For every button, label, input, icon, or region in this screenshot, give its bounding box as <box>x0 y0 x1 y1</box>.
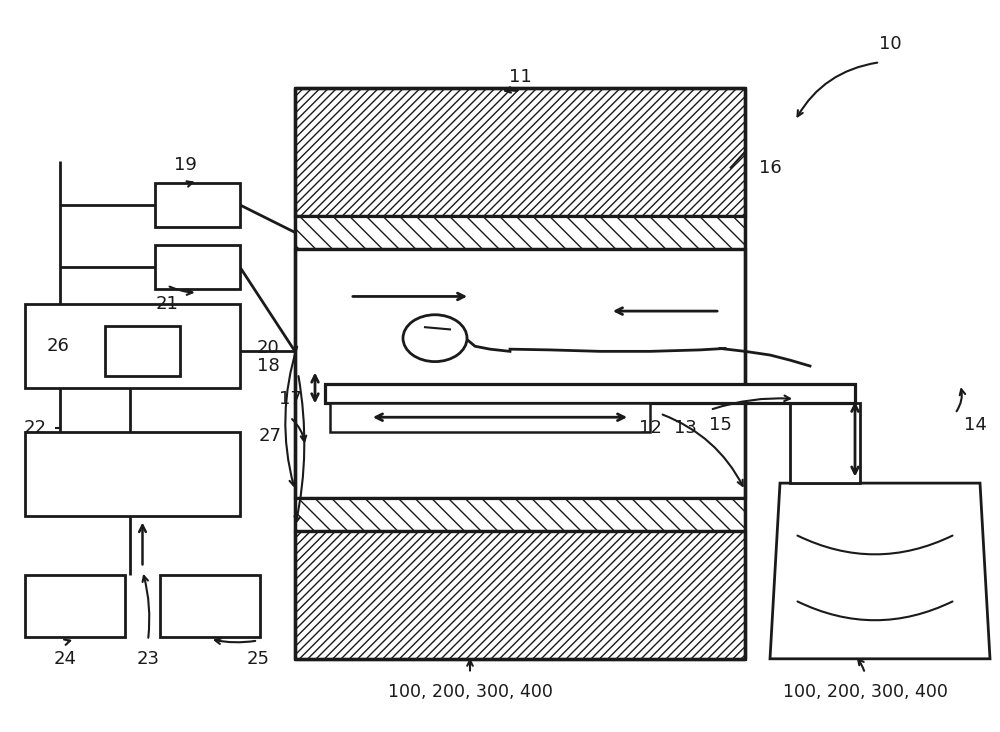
Text: 18: 18 <box>257 357 279 375</box>
Bar <box>330 403 650 432</box>
Bar <box>155 183 240 227</box>
Text: 13: 13 <box>674 419 696 437</box>
Text: 25: 25 <box>246 650 270 668</box>
Polygon shape <box>770 483 990 659</box>
Text: 21: 21 <box>156 295 178 313</box>
Text: 12: 12 <box>639 419 661 437</box>
Text: 14: 14 <box>964 416 986 433</box>
Text: 23: 23 <box>136 650 160 668</box>
Text: 100, 200, 300, 400: 100, 200, 300, 400 <box>388 683 552 701</box>
Text: 24: 24 <box>54 650 76 668</box>
Text: 26: 26 <box>47 337 69 354</box>
Text: 15: 15 <box>709 416 731 433</box>
Bar <box>160 575 260 637</box>
Bar <box>325 384 855 403</box>
Bar <box>105 326 180 376</box>
Bar <box>25 432 240 516</box>
Bar <box>790 403 860 483</box>
Bar <box>295 498 745 531</box>
Text: 19: 19 <box>174 156 196 173</box>
Text: 100, 200, 300, 400: 100, 200, 300, 400 <box>783 683 947 701</box>
Text: 22: 22 <box>24 419 46 437</box>
Bar <box>295 249 745 498</box>
Bar <box>295 216 745 249</box>
Bar <box>25 304 240 388</box>
Text: 20: 20 <box>257 339 279 356</box>
Text: 27: 27 <box>258 427 282 444</box>
Text: 16: 16 <box>759 160 781 177</box>
Bar <box>295 88 745 216</box>
Text: 10: 10 <box>879 35 901 53</box>
Bar <box>295 531 745 659</box>
Text: 11: 11 <box>509 68 531 86</box>
Text: 17: 17 <box>279 390 301 408</box>
Bar <box>25 575 125 637</box>
Bar <box>155 245 240 289</box>
